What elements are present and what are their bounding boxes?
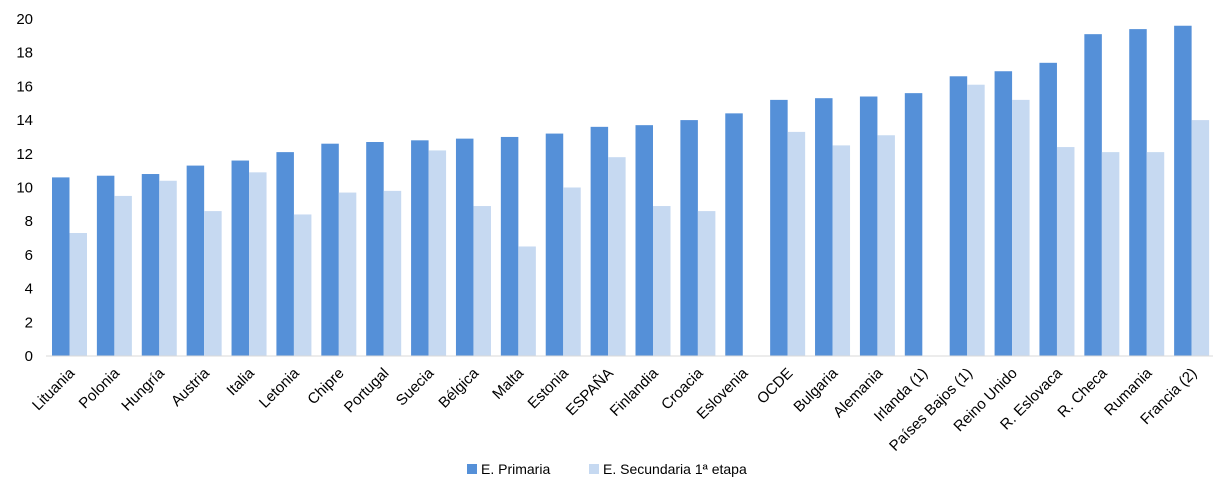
x-tick-label: Austria: [168, 364, 213, 409]
y-tick-label: 8: [25, 213, 33, 230]
bar-primaria: [859, 96, 878, 356]
bar-secundaria: [653, 206, 671, 356]
bar-secundaria: [787, 131, 806, 356]
bar-primaria: [770, 99, 788, 356]
y-tick-label: 12: [16, 146, 33, 163]
bar-secundaria: [1056, 147, 1075, 356]
bar-primaria: [231, 160, 250, 356]
bar-primaria: [455, 138, 474, 356]
x-tick-label: Hungría: [118, 364, 168, 414]
legend-label-secundaria: E. Secundaria 1ª etapa: [603, 461, 747, 477]
y-tick-label: 6: [25, 247, 33, 264]
bar-secundaria: [114, 195, 132, 356]
y-tick-label: 4: [25, 281, 33, 298]
bar-secundaria: [1012, 99, 1030, 356]
bar-primaria: [545, 133, 564, 356]
x-tick-label: Polonia: [76, 364, 124, 412]
bar-primaria: [949, 76, 968, 356]
bar-primaria: [186, 165, 205, 356]
bar-primaria: [411, 140, 429, 356]
bar-secundaria: [383, 190, 402, 356]
legend-swatch-secundaria: [589, 464, 599, 474]
bar-primaria: [1129, 29, 1147, 357]
bar-secundaria: [832, 145, 851, 357]
legend-swatch-primaria: [467, 464, 477, 474]
bar-secundaria: [518, 246, 536, 356]
legend: E. Primaria E. Secundaria 1ª etapa: [467, 461, 747, 477]
bar-secundaria: [69, 233, 87, 356]
bar-secundaria: [428, 150, 447, 356]
bar-primaria: [1039, 62, 1057, 357]
bar-primaria: [96, 175, 115, 356]
bar-secundaria: [877, 135, 895, 356]
bar-secundaria: [293, 214, 312, 356]
bar-primaria: [321, 143, 339, 356]
bar-primaria: [994, 71, 1013, 357]
bars: [52, 25, 1210, 357]
y-tick-label: 0: [25, 348, 33, 365]
x-tick-label: Países Bajos (1): [886, 365, 976, 455]
x-tick-label: Chipre: [304, 365, 347, 408]
bar-secundaria: [608, 157, 626, 356]
bar-secundaria: [1191, 120, 1210, 356]
y-tick-label: 16: [16, 78, 33, 95]
bar-secundaria: [1101, 152, 1120, 356]
x-tick-label: Portugal: [341, 365, 393, 417]
bar-secundaria: [473, 206, 491, 356]
x-tick-label: Malta: [489, 364, 527, 402]
bar-primaria: [815, 98, 833, 356]
y-tick-label: 18: [16, 45, 33, 62]
bar-primaria: [52, 177, 70, 356]
bar-secundaria: [159, 180, 177, 356]
x-tick-label: Bélgica: [435, 364, 482, 411]
bar-primaria: [1174, 25, 1192, 357]
bar-primaria: [725, 113, 743, 356]
y-tick-label: 10: [16, 180, 33, 197]
x-tick-label: Letonia: [256, 364, 303, 411]
bar-primaria: [680, 120, 698, 356]
bar-secundaria: [204, 211, 222, 356]
bar-primaria: [500, 136, 519, 356]
bar-secundaria: [249, 172, 267, 356]
x-tick-label: Finlandia: [607, 364, 663, 420]
x-tick-label: Lituania: [29, 364, 79, 414]
x-tick-label: Italia: [223, 364, 258, 399]
bar-primaria: [590, 126, 609, 356]
bar-secundaria: [338, 192, 357, 356]
x-tick-label: R. Checa: [1054, 364, 1111, 421]
bar-primaria: [366, 142, 384, 356]
bar-secundaria: [563, 187, 581, 356]
x-tick-label: OCDE: [754, 365, 797, 408]
y-tick-label: 14: [16, 112, 33, 129]
bar-primaria: [1084, 34, 1102, 356]
bar-primaria: [141, 174, 160, 356]
bar-secundaria: [967, 84, 985, 357]
bar-primaria: [635, 125, 653, 356]
bar-secundaria: [1146, 152, 1165, 356]
y-tick-label: 20: [16, 11, 33, 28]
bar-secundaria: [697, 211, 716, 356]
bar-primaria: [276, 152, 294, 356]
bar-primaria: [904, 93, 923, 356]
y-tick-label: 2: [25, 314, 33, 331]
legend-label-primaria: E. Primaria: [481, 461, 550, 477]
y-axis-ticks: 0 2 4 6 8 10 12 14 16 18 20: [16, 11, 33, 365]
x-tick-label: Suecia: [393, 364, 438, 409]
